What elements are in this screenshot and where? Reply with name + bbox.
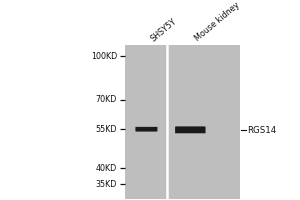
FancyBboxPatch shape [182, 127, 199, 132]
FancyBboxPatch shape [138, 127, 155, 131]
FancyBboxPatch shape [139, 127, 154, 131]
Text: Mouse kidney: Mouse kidney [193, 1, 242, 43]
Text: SHSY5Y: SHSY5Y [149, 17, 179, 43]
FancyBboxPatch shape [176, 127, 204, 133]
Text: 70KD: 70KD [96, 95, 117, 104]
FancyBboxPatch shape [140, 127, 153, 131]
FancyBboxPatch shape [179, 127, 202, 133]
FancyBboxPatch shape [139, 127, 154, 131]
FancyBboxPatch shape [139, 127, 154, 131]
FancyBboxPatch shape [182, 127, 199, 132]
FancyBboxPatch shape [136, 127, 157, 131]
FancyBboxPatch shape [138, 127, 154, 131]
FancyBboxPatch shape [183, 127, 198, 132]
Text: RGS14: RGS14 [247, 126, 276, 135]
FancyBboxPatch shape [176, 126, 205, 133]
FancyBboxPatch shape [180, 127, 201, 133]
FancyBboxPatch shape [180, 127, 201, 133]
Text: 40KD: 40KD [96, 164, 117, 173]
FancyBboxPatch shape [140, 127, 153, 131]
FancyBboxPatch shape [181, 127, 200, 132]
FancyBboxPatch shape [183, 127, 197, 132]
FancyBboxPatch shape [138, 127, 155, 131]
FancyBboxPatch shape [140, 127, 152, 131]
FancyBboxPatch shape [175, 126, 206, 133]
FancyBboxPatch shape [178, 127, 203, 133]
FancyBboxPatch shape [177, 127, 204, 133]
FancyBboxPatch shape [137, 127, 156, 131]
FancyBboxPatch shape [184, 128, 197, 132]
FancyBboxPatch shape [182, 127, 198, 132]
Text: 55KD: 55KD [96, 125, 117, 134]
FancyBboxPatch shape [140, 127, 153, 131]
FancyBboxPatch shape [179, 127, 202, 133]
FancyBboxPatch shape [137, 127, 155, 131]
FancyBboxPatch shape [141, 127, 152, 131]
Text: 35KD: 35KD [96, 180, 117, 189]
FancyBboxPatch shape [137, 127, 156, 131]
FancyBboxPatch shape [136, 127, 157, 132]
FancyBboxPatch shape [177, 127, 203, 133]
Text: 100KD: 100KD [91, 52, 117, 61]
Bar [124, 45, 240, 199]
FancyBboxPatch shape [176, 127, 205, 133]
FancyBboxPatch shape [178, 127, 202, 133]
FancyBboxPatch shape [181, 127, 200, 132]
FancyBboxPatch shape [135, 127, 158, 132]
FancyBboxPatch shape [141, 127, 152, 131]
FancyBboxPatch shape [136, 127, 157, 131]
